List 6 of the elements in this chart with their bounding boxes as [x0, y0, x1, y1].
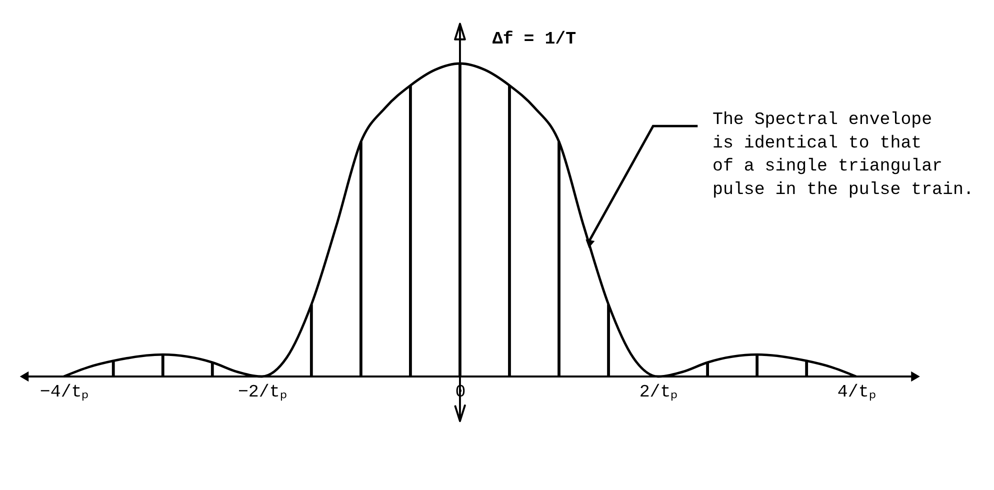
x-tick-label: −4/tₚ: [40, 382, 89, 402]
annotation: The Spectral envelope is identical to that of a single triangular pulse in the pulse train.: [712, 110, 974, 200]
x-tick-label: 2/tₚ: [639, 382, 678, 402]
x-tick-label: −2/tₚ: [238, 382, 287, 402]
x-tick-label: 4/tₚ: [837, 382, 876, 402]
text: Δf = 1/T: [492, 29, 576, 50]
